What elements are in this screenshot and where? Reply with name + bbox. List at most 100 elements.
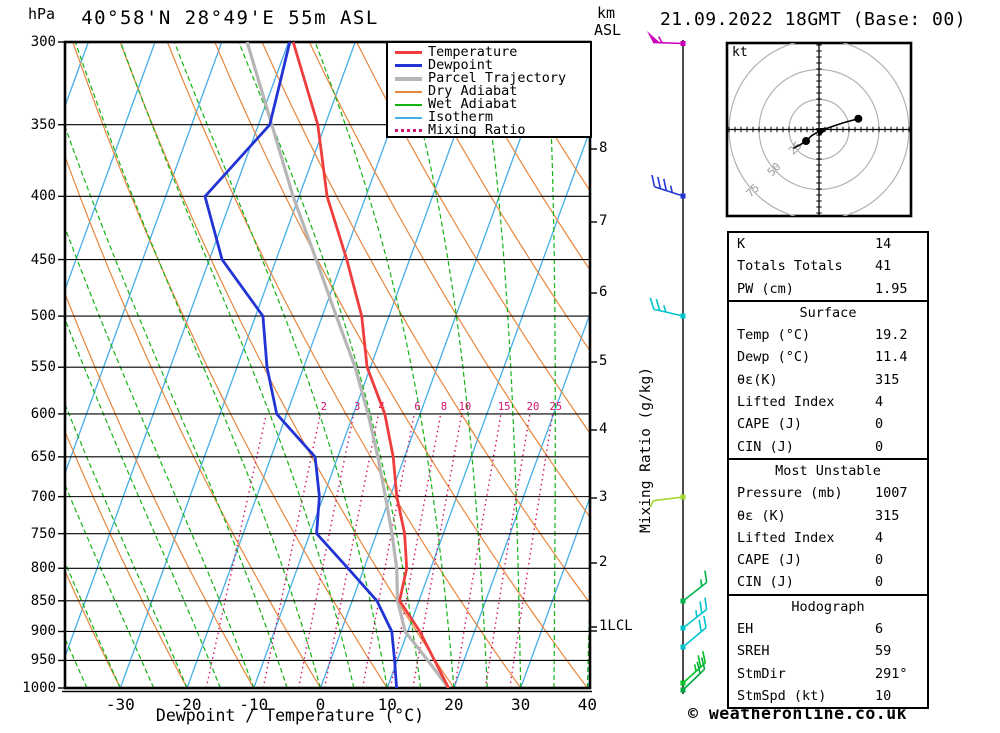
mixing-ratio-line xyxy=(361,413,415,688)
indices-panel: K 14 Totals Totals 41 PW (cm) 1.95 xyxy=(727,231,929,302)
legend-item: Wet Adiabat xyxy=(388,96,590,112)
legend-label: Dry Adiabat xyxy=(428,83,518,99)
panel-row: θε (K) 315 xyxy=(729,505,927,527)
storm-motion-arrow xyxy=(815,127,829,137)
dry-adiabat-line xyxy=(450,42,590,272)
panel-row: SREH 59 xyxy=(729,640,927,662)
legend-label: Wet Adiabat xyxy=(428,96,518,112)
legend-item: Dry Adiabat xyxy=(388,83,590,99)
panel-row-label: θε (K) xyxy=(737,507,786,524)
pressure-tick-label: 750 xyxy=(30,525,56,542)
panel-row: StmDir 291° xyxy=(729,663,927,685)
panel-row-label: SREH xyxy=(737,643,770,660)
km-tick-label: 8 xyxy=(599,140,608,156)
wind-barb xyxy=(651,174,686,199)
pressure-tick-label: 650 xyxy=(30,448,56,465)
indices-panel: Hodograph EH 6 SREH 59 StmDir 291° StmSpd (kt) 1… xyxy=(727,593,929,710)
pressure-tick-label: 900 xyxy=(30,623,56,640)
temperature-tick-label: 20 xyxy=(444,695,464,714)
pressure-tick-label: 850 xyxy=(30,592,56,609)
panel-row: Pressure (mb) 1007 xyxy=(729,482,927,504)
panel-row-value: 4 xyxy=(875,529,884,546)
km-tick-label: 3 xyxy=(599,489,608,505)
km-tick-label: 6 xyxy=(599,284,608,300)
temperature-tick-label: 0 xyxy=(315,695,326,714)
panel-row: Lifted Index 4 xyxy=(729,527,927,549)
isotherm-line xyxy=(65,42,156,292)
wet-adiabat-line xyxy=(120,42,355,688)
panel-row-label: K xyxy=(737,236,746,252)
temperature-tick-label: 40 xyxy=(577,695,597,714)
dry-adiabat-line xyxy=(65,569,121,688)
wind-level-dot xyxy=(680,680,686,686)
panel-row-label: Temp (°C) xyxy=(737,327,811,344)
mixing-ratio-line xyxy=(389,413,442,688)
indices-panels: K 14 Totals Totals 41 PW (cm) 1.95 Surface Temp… xyxy=(727,231,929,710)
indices-panel: Surface Temp (°C) 19.2 Dewp (°C) 11.4 θε(K) 31… xyxy=(727,299,929,460)
dry-adiabat-line xyxy=(403,42,590,352)
height-axis-unit-label: km xyxy=(597,4,616,22)
panel-row-value: 6 xyxy=(875,621,884,638)
panel-row-value: 315 xyxy=(875,371,900,388)
panel-row: K 14 xyxy=(729,233,927,255)
legend-label: Mixing Ratio xyxy=(428,122,526,138)
indices-panel: Most Unstable Pressure (mb) 1007 θε (K) 315 L… xyxy=(727,457,929,596)
pressure-tick-label: 500 xyxy=(30,308,56,325)
panel-row: PW (cm) 1.95 xyxy=(729,278,927,300)
hodograph-trace-dot xyxy=(802,137,811,146)
panel-header: Most Unstable xyxy=(775,462,881,479)
panel-row-value: 0 xyxy=(875,416,884,433)
wind-barb xyxy=(680,651,707,686)
mixing-ratio-label: 8 xyxy=(441,401,447,413)
mixing-ratio-label: 25 xyxy=(549,401,562,413)
pressure-tick-label: 700 xyxy=(30,488,56,505)
legend-swatch-solid xyxy=(395,51,422,54)
panel-row: Dewp (°C) 11.4 xyxy=(729,346,927,368)
wind-level-dot xyxy=(680,644,686,650)
km-tick-label: 4 xyxy=(599,421,608,437)
hodograph-trace xyxy=(792,117,859,150)
panel-row-label: Pressure (mb) xyxy=(737,485,843,502)
wind-barb xyxy=(680,597,708,631)
panel-row: CAPE (J) 0 xyxy=(729,549,927,571)
panel-row-label: θε(K) xyxy=(737,371,778,388)
panel-row-value: 19.2 xyxy=(875,327,908,344)
legend-label: Temperature xyxy=(428,44,518,60)
panel-row-value: 41 xyxy=(875,258,892,275)
panel-row: Lifted Index 4 xyxy=(729,391,927,413)
wind-level-dot xyxy=(680,625,686,631)
legend-swatch-solid xyxy=(395,90,422,93)
panel-row: CIN (J) 0 xyxy=(729,436,927,458)
wind-barb xyxy=(646,30,686,46)
km-tick-label: 2 xyxy=(599,554,608,570)
panel-row-label: EH xyxy=(737,621,754,638)
panel-row-label: CIN (J) xyxy=(737,438,794,455)
wind-barb xyxy=(649,297,686,319)
hodograph-unit-label: kt xyxy=(732,45,748,60)
panel-row: CAPE (J) 0 xyxy=(729,413,927,435)
isotherm-line xyxy=(520,495,590,688)
panel-row-label: Totals Totals xyxy=(737,258,843,275)
temperature-tick-label: -20 xyxy=(172,695,202,714)
panel-row: EH 6 xyxy=(729,618,927,640)
legend-item: Parcel Trajectory xyxy=(388,71,590,85)
mixing-ratio-axis-label: Mixing Ratio (g/kg) xyxy=(638,367,654,533)
km-tick-label: 7 xyxy=(599,213,608,229)
panel-row-value: 291° xyxy=(875,665,908,682)
temperature-curve xyxy=(291,42,450,688)
km-tick-label: 1LCL xyxy=(599,618,633,634)
km-tick-label: 5 xyxy=(599,353,608,369)
legend-swatch-dotted xyxy=(395,129,422,132)
legend: Temperature Dewpoint Parcel Trajectory Dry … xyxy=(386,41,592,138)
panel-row-label: CAPE (J) xyxy=(737,552,803,569)
panel-row-label: Lifted Index xyxy=(737,529,835,546)
wind-level-dot xyxy=(680,313,686,319)
panel-row-value: 0 xyxy=(875,438,884,455)
valid-datetime-label: 21.09.2022 18GMT (Base: 00) xyxy=(659,9,967,30)
legend-item: Mixing Ratio xyxy=(388,122,590,138)
mixing-ratio-label: 15 xyxy=(498,401,511,413)
wet-adiabat-line xyxy=(65,225,255,688)
pressure-tick-label: 550 xyxy=(30,359,56,376)
